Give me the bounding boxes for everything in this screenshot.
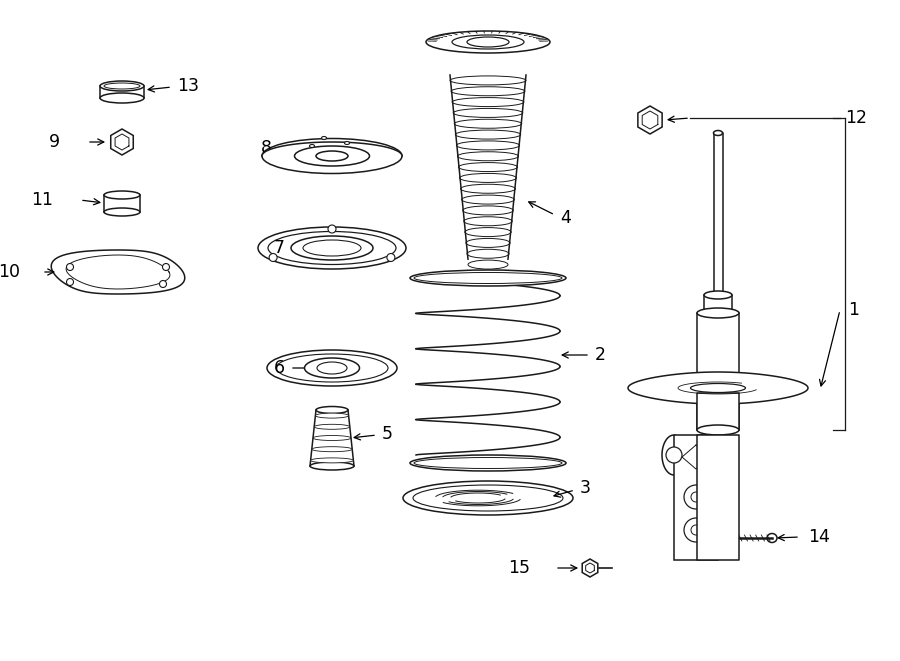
PathPatch shape — [674, 435, 726, 560]
Circle shape — [387, 254, 395, 262]
Ellipse shape — [461, 184, 516, 193]
Text: 10: 10 — [0, 263, 20, 281]
Polygon shape — [638, 106, 662, 134]
Ellipse shape — [276, 354, 388, 382]
Ellipse shape — [291, 236, 373, 260]
Ellipse shape — [456, 141, 519, 150]
Text: 11: 11 — [31, 191, 53, 209]
Ellipse shape — [467, 249, 509, 258]
Polygon shape — [628, 372, 808, 404]
Ellipse shape — [714, 130, 723, 136]
Text: 4: 4 — [560, 209, 571, 227]
Ellipse shape — [413, 485, 563, 511]
Text: 2: 2 — [595, 346, 606, 364]
Circle shape — [684, 485, 708, 509]
Ellipse shape — [467, 37, 509, 47]
Ellipse shape — [267, 350, 397, 386]
Ellipse shape — [262, 139, 402, 173]
Circle shape — [666, 447, 682, 463]
Ellipse shape — [704, 291, 732, 299]
Circle shape — [163, 264, 169, 270]
Ellipse shape — [451, 87, 525, 96]
Text: 9: 9 — [49, 133, 60, 151]
Circle shape — [328, 225, 336, 233]
Ellipse shape — [464, 227, 511, 237]
Ellipse shape — [767, 533, 777, 543]
Ellipse shape — [455, 130, 521, 139]
Ellipse shape — [310, 462, 354, 470]
Ellipse shape — [104, 191, 140, 199]
Text: 8: 8 — [261, 139, 272, 157]
Text: 3: 3 — [580, 479, 591, 497]
Ellipse shape — [690, 383, 745, 393]
Ellipse shape — [316, 407, 348, 414]
Ellipse shape — [321, 137, 327, 139]
Ellipse shape — [457, 152, 518, 161]
Ellipse shape — [345, 141, 349, 145]
Ellipse shape — [468, 260, 508, 269]
Text: 6: 6 — [274, 359, 285, 377]
Ellipse shape — [303, 240, 361, 256]
Ellipse shape — [450, 76, 526, 85]
Ellipse shape — [697, 308, 739, 318]
Ellipse shape — [454, 108, 523, 118]
Ellipse shape — [313, 436, 351, 440]
Ellipse shape — [426, 31, 550, 53]
Polygon shape — [111, 129, 133, 155]
Circle shape — [67, 278, 74, 286]
Ellipse shape — [304, 358, 359, 378]
Ellipse shape — [410, 455, 566, 471]
Ellipse shape — [100, 93, 144, 103]
Polygon shape — [662, 435, 681, 475]
Circle shape — [692, 530, 708, 546]
Ellipse shape — [310, 458, 354, 463]
Ellipse shape — [410, 270, 566, 286]
Polygon shape — [582, 559, 598, 577]
Circle shape — [159, 280, 166, 288]
Ellipse shape — [714, 293, 723, 297]
Ellipse shape — [460, 173, 517, 182]
Ellipse shape — [310, 145, 314, 147]
Polygon shape — [51, 250, 184, 294]
Ellipse shape — [462, 195, 515, 204]
Ellipse shape — [704, 309, 732, 317]
Text: 15: 15 — [508, 559, 530, 577]
Text: 14: 14 — [808, 528, 830, 546]
Circle shape — [67, 264, 74, 270]
Ellipse shape — [414, 457, 562, 469]
Ellipse shape — [315, 413, 348, 418]
Ellipse shape — [314, 424, 350, 429]
Circle shape — [269, 254, 277, 262]
Ellipse shape — [104, 83, 140, 89]
Ellipse shape — [311, 447, 352, 451]
Ellipse shape — [268, 231, 396, 264]
Circle shape — [684, 518, 708, 542]
Ellipse shape — [697, 425, 739, 435]
Circle shape — [691, 525, 701, 535]
Text: 13: 13 — [177, 77, 199, 95]
Ellipse shape — [458, 163, 518, 172]
Ellipse shape — [258, 227, 406, 269]
Ellipse shape — [466, 239, 510, 247]
Text: 7: 7 — [274, 239, 285, 257]
Ellipse shape — [316, 151, 348, 161]
Ellipse shape — [452, 98, 524, 106]
Ellipse shape — [403, 481, 573, 515]
Ellipse shape — [100, 81, 144, 91]
Circle shape — [691, 492, 701, 502]
Ellipse shape — [294, 146, 370, 166]
Ellipse shape — [452, 35, 524, 49]
Ellipse shape — [317, 362, 347, 374]
Ellipse shape — [104, 208, 140, 216]
Ellipse shape — [414, 272, 562, 284]
Ellipse shape — [454, 119, 522, 128]
Ellipse shape — [464, 217, 512, 226]
Text: 5: 5 — [382, 425, 393, 443]
Ellipse shape — [463, 206, 513, 215]
Text: 1: 1 — [848, 301, 859, 319]
Text: 12: 12 — [845, 109, 867, 127]
